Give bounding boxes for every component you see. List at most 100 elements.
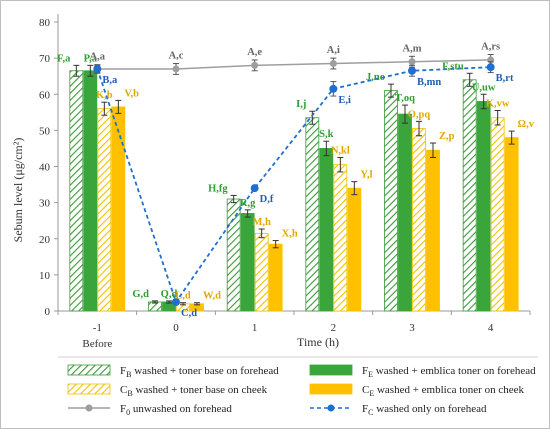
x-tick-label: 2 xyxy=(331,322,337,334)
bar-ce xyxy=(268,243,283,312)
y-axis-title: Sebum level (μg/cm²) xyxy=(11,138,25,243)
series-line-f0 xyxy=(97,59,491,70)
x-tick-label: 4 xyxy=(488,322,494,334)
legend-label: CB washed + toner base on cheek xyxy=(120,384,268,398)
legend-label-main: F xyxy=(362,365,368,377)
y-tick-label: 50 xyxy=(39,125,51,137)
data-label-fe: Q,d xyxy=(161,289,178,300)
legend-label-subscript: B xyxy=(127,389,132,398)
data-label-f0: A,a xyxy=(90,52,106,63)
bars-layer xyxy=(69,64,519,312)
legend-label-subscript: B xyxy=(126,370,131,379)
bar-cb xyxy=(490,117,505,312)
data-label-f0: A,rs xyxy=(481,42,500,53)
y-tick-label: 10 xyxy=(39,270,51,282)
legend-item-fe: FE washed + emblica toner on forehead xyxy=(309,364,536,379)
y-tick-label: 80 xyxy=(39,17,51,29)
legend-label-rest: washed + emblica toner on forehead xyxy=(373,365,536,377)
data-label-fb: I,j xyxy=(296,99,306,110)
data-label-fb: F,a xyxy=(57,53,71,64)
x-tick-label: 0 xyxy=(173,322,179,334)
labels-layer: F,a G,d H,fg I,j J,no F,stu P,a Q,d R,g S,k T,oq U,… xyxy=(57,42,535,319)
y-tick-label: 30 xyxy=(39,198,51,210)
data-label-fc: B,mn xyxy=(417,77,441,88)
data-label-ce: Y,l xyxy=(360,170,372,181)
bar-fb xyxy=(226,198,241,312)
legend-label-main: F xyxy=(120,403,126,415)
data-label-fb: J,no xyxy=(366,72,385,83)
point-f0 xyxy=(329,60,337,68)
y-axis: 0 10 20 30 40 50 60 70 80 xyxy=(39,14,59,318)
data-label-cb: K,vw xyxy=(486,99,510,110)
data-label-fc: B,a xyxy=(102,75,118,86)
data-label-ce: Ω,v xyxy=(518,119,535,130)
legend-label: CE washed + emblica toner on cheek xyxy=(362,384,524,398)
legend-swatch-bar xyxy=(67,383,111,395)
x-tick-sublabel: Before xyxy=(82,338,112,350)
legend-swatch-marker xyxy=(327,404,335,412)
bar-fe xyxy=(83,70,98,312)
x-axis-title: Time (h) xyxy=(297,335,339,349)
legend: FB washed + toner base on forehead FE was… xyxy=(58,356,538,417)
point-fc xyxy=(93,64,102,73)
data-label-fe: P,a xyxy=(84,53,98,64)
y-tick-label: 60 xyxy=(39,89,51,101)
data-label-f0: A,i xyxy=(327,45,340,56)
legend-label-rest: washed + emblica toner on cheek xyxy=(374,384,524,396)
legend-label: FE washed + emblica toner on forehead xyxy=(362,365,536,379)
legend-label-subscript: C xyxy=(368,408,373,417)
point-fc xyxy=(172,297,180,306)
data-label-fe: R,g xyxy=(240,198,256,209)
bar-fb xyxy=(305,117,320,312)
point-f0 xyxy=(251,61,259,69)
legend-item-f0: F0 unwashed on forehead xyxy=(68,403,232,417)
bar-fe xyxy=(476,101,491,312)
data-label-fe: T,oq xyxy=(395,93,415,104)
point-fc xyxy=(408,66,416,75)
bar-ce xyxy=(347,187,362,312)
x-tick-label: 3 xyxy=(409,322,415,334)
data-label-ce: V,b xyxy=(124,88,139,99)
bar-ce xyxy=(504,137,519,312)
x-axis: -1 Before 0 1 2 3 4 xyxy=(57,310,531,350)
point-fc xyxy=(250,184,259,193)
bar-cb xyxy=(333,164,348,312)
data-label-ce: W,d xyxy=(203,291,221,302)
legend-swatch-bar xyxy=(309,383,353,395)
data-label-cb: L,d xyxy=(175,291,191,302)
data-label-ce: Z,p xyxy=(439,131,455,142)
legend-label-main: F xyxy=(362,403,368,415)
data-label-cb: M,h xyxy=(252,217,271,228)
data-label-fb: G,d xyxy=(132,289,149,300)
legend-label-main: C xyxy=(120,384,127,396)
data-label-fe: S,k xyxy=(319,129,333,140)
point-fc xyxy=(329,84,338,93)
bar-cb xyxy=(412,128,426,312)
legend-item-ce: CE washed + emblica toner on cheek xyxy=(309,383,524,398)
bar-fe xyxy=(240,213,255,312)
data-label-fc: B,rt xyxy=(496,73,514,84)
legend-label-subscript: 0 xyxy=(126,408,130,417)
legend-label: FB washed + toner base on forehead xyxy=(120,365,279,379)
bar-cb xyxy=(254,232,269,312)
point-f0 xyxy=(408,58,416,66)
legend-label-subscript: E xyxy=(368,370,373,379)
data-label-ce: X,h xyxy=(282,229,298,240)
point-f0 xyxy=(172,65,180,73)
x-tick-label: 1 xyxy=(252,322,258,334)
legend-label-main: F xyxy=(120,365,126,377)
legend-swatch-bar xyxy=(309,364,353,376)
data-label-f0: A,c xyxy=(169,51,184,62)
legend-label-rest: washed only on forehead xyxy=(373,403,487,415)
data-label-fc: C,d xyxy=(181,308,197,319)
y-tick-label: 20 xyxy=(39,234,51,246)
legend-label-rest: washed + toner base on forehead xyxy=(131,365,279,377)
bar-fb xyxy=(384,90,398,312)
data-label-fb: F,stu xyxy=(442,61,464,72)
series-line-fc xyxy=(96,66,491,304)
bar-fb xyxy=(462,79,477,312)
legend-label: FC washed only on forehead xyxy=(362,403,487,417)
legend-swatch-marker xyxy=(85,404,93,412)
data-label-f0: A,m xyxy=(403,43,422,54)
